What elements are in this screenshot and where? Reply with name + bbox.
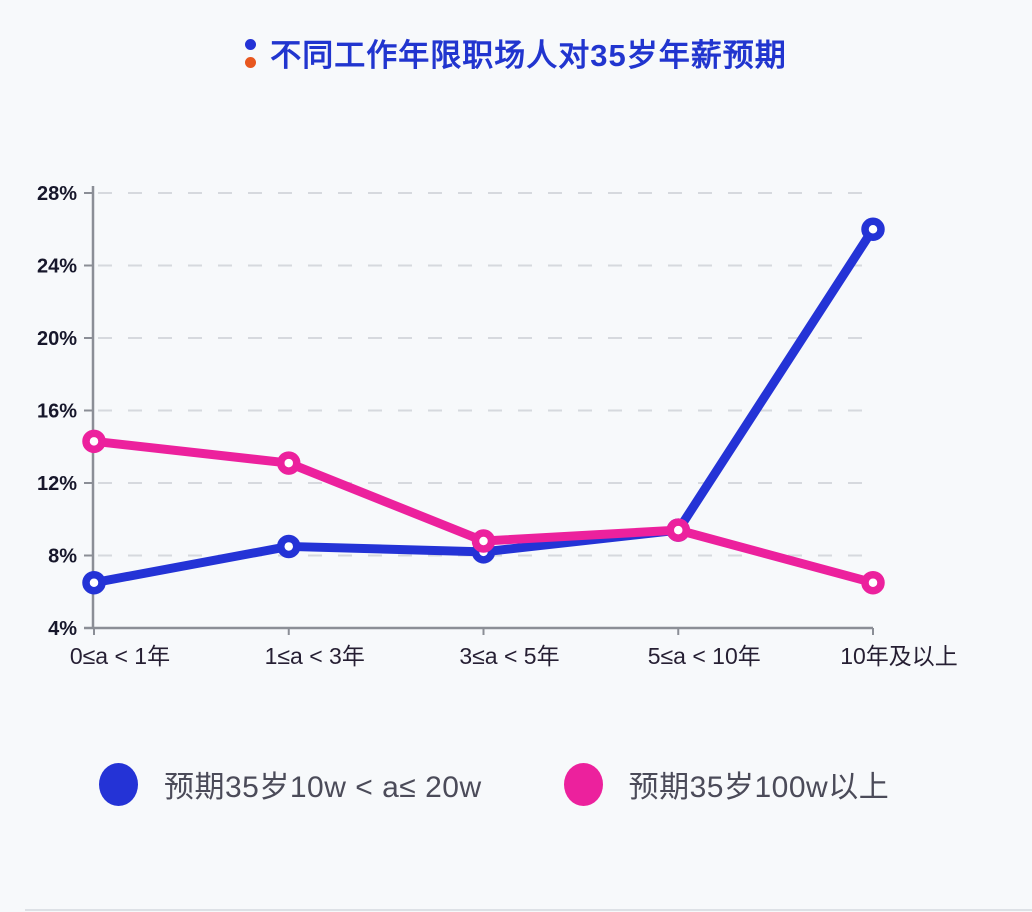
y-tick-label: 24% (37, 256, 77, 278)
chart-header: 不同工作年限职场人对35岁年薪预期 (0, 30, 1032, 75)
y-tick-label: 4% (48, 618, 77, 640)
legend-dot-pink-icon (563, 762, 603, 806)
data-point-1-1 (277, 451, 301, 475)
x-tick-label: 3≤a < 5年 (459, 643, 559, 669)
data-point-1-0 (82, 429, 106, 454)
bottom-divider (25, 909, 1032, 911)
data-point-0-1 (277, 534, 301, 559)
data-point-1-2 (471, 529, 496, 553)
y-tick-label: 28% (37, 183, 77, 205)
title-colon-icon (245, 37, 257, 68)
y-tick-label: 8% (48, 546, 77, 568)
y-tick-label: 12% (37, 473, 77, 495)
x-tick-label: 0≤a < 1年 (70, 643, 170, 669)
title-dot-blue-icon (245, 39, 257, 50)
data-point-1-3 (666, 518, 690, 542)
x-tick-label: 10年及以上 (840, 643, 958, 669)
data-point-0-0 (82, 570, 106, 595)
y-tick-label: 20% (37, 328, 77, 350)
chart-legend: 预期35岁10w < a≤ 20w 预期35岁100w以上 (0, 762, 1032, 806)
data-point-1-4 (861, 570, 885, 595)
page-title: 不同工作年限职场人对35岁年薪预期 (270, 38, 787, 73)
legend-label-pink: 预期35岁100w以上 (628, 771, 890, 804)
legend-item-pink: 预期35岁100w以上 (563, 762, 890, 806)
x-tick-label: 1≤a < 3年 (265, 643, 365, 669)
legend-label-blue: 预期35岁10w < a≤ 20w (164, 771, 482, 804)
legend-dot-blue-icon (99, 762, 138, 806)
legend-item-blue: 预期35岁10w < a≤ 20w (99, 762, 482, 806)
data-point-0-4 (861, 217, 885, 241)
title-dot-orange-icon (245, 57, 257, 68)
y-tick-label: 16% (37, 401, 77, 423)
x-tick-label: 5≤a < 10年 (648, 643, 761, 669)
